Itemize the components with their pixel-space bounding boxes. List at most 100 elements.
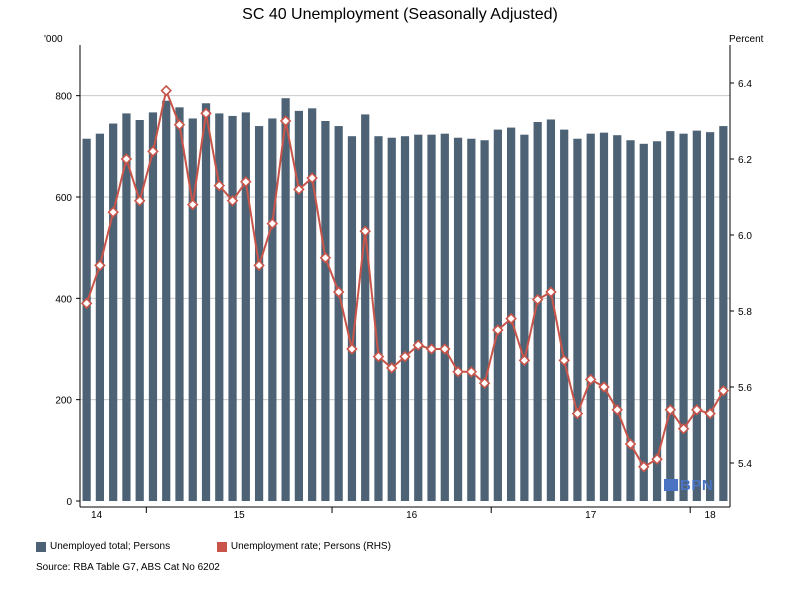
bar	[347, 136, 357, 501]
bar	[162, 100, 171, 501]
rate-point	[372, 350, 385, 363]
bar	[400, 136, 410, 501]
bar	[533, 122, 542, 501]
bar	[95, 133, 105, 501]
rate-point	[425, 343, 438, 355]
source-note: Source: RBA Table G7, ABS Cat No 6202	[36, 562, 220, 573]
bar	[241, 112, 250, 502]
legend: Unemployed total; Persons Unemployment r…	[36, 541, 435, 555]
rate-point	[691, 404, 703, 416]
rate-point	[279, 115, 292, 127]
x-axis-year-label: 18	[705, 510, 717, 521]
brand-logo: BPN	[664, 477, 713, 494]
rate-point	[571, 407, 584, 420]
bar	[109, 123, 118, 502]
bar	[334, 126, 343, 502]
rate-point	[253, 259, 265, 272]
bar	[493, 129, 502, 501]
bar	[639, 143, 648, 502]
bar	[175, 107, 184, 501]
right-axis-tick-label: 5.8	[738, 307, 752, 318]
rate-point	[173, 119, 186, 131]
rate-point	[107, 206, 119, 218]
bar	[613, 135, 622, 502]
legend-label-line: Unemployment rate; Persons (RHS)	[230, 541, 391, 552]
rate-point	[80, 297, 93, 310]
bar	[520, 134, 529, 501]
rate-point	[598, 381, 610, 393]
rate-point	[293, 183, 305, 196]
rate-point	[120, 153, 133, 165]
legend-label-bars: Unemployed total; Persons	[50, 541, 171, 552]
left-axis-tick-label: 800	[55, 92, 72, 103]
chart-title: SC 40 Unemployment (Seasonally Adjusted)	[242, 6, 558, 23]
bar	[215, 113, 224, 502]
bar	[321, 121, 330, 501]
rate-point	[465, 366, 478, 378]
bar	[666, 131, 675, 501]
bar	[387, 137, 396, 501]
right-axis-tick-label: 5.6	[738, 383, 752, 394]
rate-point	[452, 366, 464, 378]
right-axis-tick-label: 5.4	[738, 459, 752, 470]
right-axis-tick-label: 6.4	[738, 79, 752, 90]
bar	[122, 113, 131, 502]
bar	[268, 118, 277, 501]
rate-point	[545, 286, 557, 298]
rate-point	[478, 377, 491, 389]
bar	[453, 137, 463, 501]
left-axis-tick-label: 0	[66, 497, 72, 508]
rate-point	[558, 354, 570, 367]
bar	[467, 138, 476, 501]
bar	[599, 132, 609, 502]
left-axis-tick-label: 400	[55, 294, 72, 305]
bar	[254, 126, 264, 502]
rate-point	[359, 225, 371, 237]
bar	[374, 136, 383, 501]
bar	[281, 98, 290, 501]
rate-point	[638, 461, 650, 473]
bar	[201, 103, 211, 502]
rate-point	[624, 438, 637, 450]
rate-point	[412, 339, 424, 351]
rate-point	[226, 195, 239, 207]
left-axis-unit: '000	[44, 34, 63, 45]
bar	[188, 118, 197, 501]
legend-swatch-line	[216, 541, 227, 552]
rate-point	[704, 407, 716, 420]
bar	[82, 138, 91, 501]
brand-logo-mark	[664, 479, 678, 491]
bar	[705, 132, 715, 501]
bar	[294, 110, 303, 501]
rate-point	[160, 84, 172, 97]
bar	[480, 140, 489, 501]
bar	[228, 115, 237, 501]
rate-point	[147, 145, 159, 158]
rate-point	[319, 252, 332, 264]
bar	[692, 130, 701, 502]
rate-point	[346, 343, 358, 355]
rate-point	[677, 423, 690, 435]
rate-point	[492, 324, 504, 336]
rate-point	[306, 172, 318, 184]
bar	[148, 112, 158, 502]
rate-point	[717, 385, 730, 397]
rate-point	[133, 195, 146, 207]
rate-point	[240, 176, 252, 188]
rate-point	[531, 293, 544, 306]
rate-point	[505, 312, 517, 325]
bar	[308, 108, 317, 501]
rate-point	[386, 362, 398, 374]
bar	[135, 119, 144, 501]
x-axis-year-label: 15	[234, 510, 246, 521]
bar	[560, 129, 569, 501]
bar	[440, 133, 449, 501]
bar	[679, 133, 688, 501]
right-axis-unit: Percent	[729, 34, 764, 45]
bar	[427, 134, 436, 501]
x-axis-year-label: 16	[406, 510, 418, 521]
legend-swatch-bars	[36, 541, 46, 552]
rate-point	[200, 107, 212, 120]
bar	[652, 141, 662, 501]
